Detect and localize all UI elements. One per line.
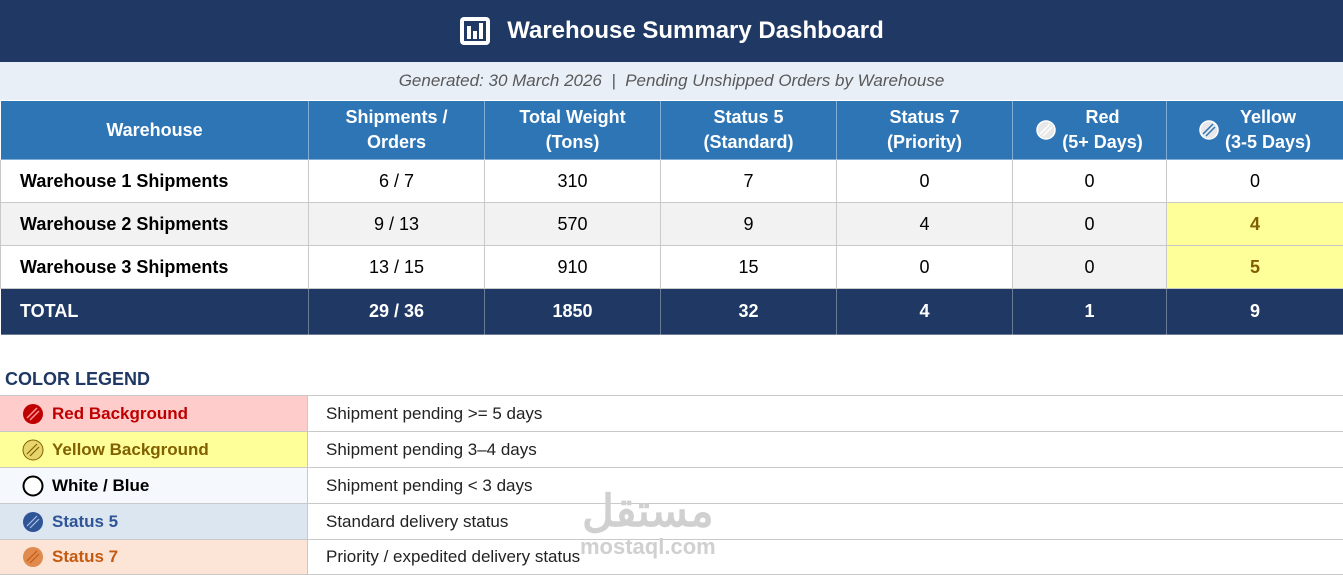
total-cell: 29 / 36 [308,288,485,335]
table-row: Warehouse 3 Shipments 13 / 15 910 15 0 0 5 [0,245,1343,289]
legend-icon [23,547,43,567]
total-cell: 9 [1166,288,1343,335]
column-header: Yellow (3-5 Days) [1224,107,1312,152]
legend: Red Background Shipment pending >= 5 days… [0,395,1343,575]
title-bar: Warehouse Summary Dashboard [0,0,1343,62]
table-cell: 0 [1166,159,1343,203]
legend-row: Status 5 Standard delivery status [0,503,1343,539]
column-header: Warehouse [0,100,309,160]
legend-label: Status 5 [52,511,119,531]
table-row: Warehouse 2 Shipments 9 / 13 570 9 4 0 4 [0,202,1343,246]
row-label: Warehouse 3 Shipments [0,245,309,289]
table-cell: 0 [1012,202,1167,246]
header-row: Warehouse Shipments / Orders Total Weigh… [0,100,1343,160]
total-cell: 4 [836,288,1013,335]
table-cell: 9 / 13 [308,202,485,246]
red-icon [1036,120,1056,140]
legend-description: Shipment pending < 3 days [326,475,533,495]
legend-description: Shipment pending 3–4 days [326,439,537,459]
table-cell: 0 [836,245,1013,289]
legend-icon [23,511,43,532]
legend-icon [23,403,43,424]
column-header: Shipments / Orders [308,100,485,160]
legend-key: Red Background [0,396,308,431]
summary-table: Warehouse Shipments / Orders Total Weigh… [0,100,1343,335]
table-cell: 9 [660,202,837,246]
table-cell: 570 [484,202,661,246]
total-cell: 1850 [484,288,661,335]
legend-key: White / Blue [0,468,308,503]
legend-description: Priority / expedited delivery status [326,547,581,566]
table-cell: 4 [1166,202,1343,246]
table-cell: 15 [660,245,837,289]
legend-row: Red Background Shipment pending >= 5 days [0,395,1343,431]
column-header-cell: Yellow (3-5 Days) [1166,100,1343,160]
legend-description: Shipment pending >= 5 days [326,403,543,423]
yellow-icon [1199,120,1219,140]
total-row: TOTAL 29 / 36 1850 32 4 1 9 [0,288,1343,335]
legend-label: White / Blue [52,475,150,495]
table-cell: 6 / 7 [308,159,485,203]
legend-row: White / Blue Shipment pending < 3 days [0,467,1343,503]
row-label: Warehouse 2 Shipments [0,202,309,246]
table-cell: 910 [484,245,661,289]
table-cell: 7 [660,159,837,203]
legend-title: COLOR LEGEND [5,369,151,389]
legend-label: Red Background [52,403,189,423]
column-header-cell: Red (5+ Days) [1012,100,1167,160]
legend-key: Status 5 [0,504,308,539]
legend-label: Yellow Background [52,439,209,459]
table-cell: 4 [836,202,1013,246]
column-header: Total Weight (Tons) [484,100,661,160]
row-label: Warehouse 1 Shipments [0,159,309,203]
column-header: Status 5 (Standard) [660,100,837,160]
table-row: Warehouse 1 Shipments 6 / 7 310 7 0 0 0 [0,159,1343,203]
legend-row: Yellow Background Shipment pending 3–4 da… [0,431,1343,467]
legend-key: Yellow Background [0,432,308,467]
table-cell: 310 [484,159,661,203]
legend-key: Status 7 [0,540,308,574]
total-cell: 1 [1012,288,1167,335]
column-header: Status 7 (Priority) [836,100,1013,160]
legend-row: Status 7 Priority / expedited delivery st… [0,539,1343,575]
legend-icon [22,439,44,460]
legend-description: Standard delivery status [326,511,509,531]
legend-icon [22,475,44,496]
table-cell: 0 [1012,245,1167,289]
subtitle: Generated: 30 March 2026 | Pending Unshi… [0,62,1343,100]
title: Warehouse Summary Dashboard [507,17,884,44]
table-cell: 5 [1166,245,1343,289]
legend-label: Status 7 [52,547,119,566]
total-label: TOTAL [0,288,309,335]
table-cell: 0 [836,159,1013,203]
table-cell: 13 / 15 [308,245,485,289]
column-header: Red (5+ Days) [1062,107,1143,152]
table-cell: 0 [1012,159,1167,203]
total-cell: 32 [660,288,837,335]
chart-icon [460,17,491,45]
